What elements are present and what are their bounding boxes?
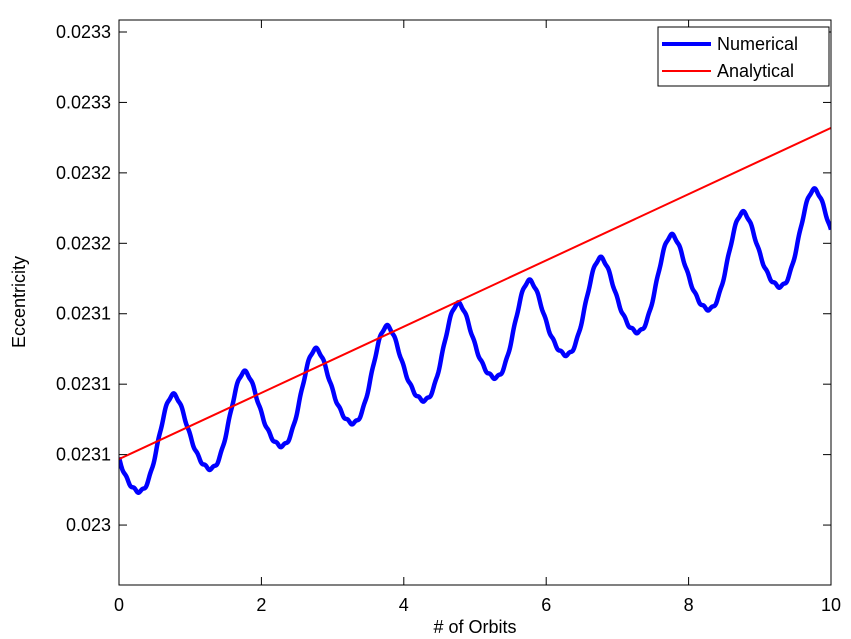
plot-frame [118, 19, 832, 586]
legend-label-numerical: Numerical [717, 34, 798, 54]
y-axis-label: Eccentricity [9, 256, 29, 348]
y-tick-label: 0.023 [66, 515, 111, 535]
x-tick-label: 8 [684, 595, 694, 615]
y-tick-label: 0.0233 [56, 92, 111, 112]
x-tick-label: 4 [399, 595, 409, 615]
series-layer [119, 126, 831, 495]
y-tick-label: 0.0232 [56, 233, 111, 253]
x-tick-label: 2 [256, 595, 266, 615]
plot-background [119, 20, 831, 585]
y-tick-label: 0.0233 [56, 22, 111, 42]
x-tick-label: 0 [114, 595, 124, 615]
series-line-numerical [119, 186, 831, 495]
y-tick-label: 0.0231 [56, 374, 111, 394]
legend: Numerical Analytical [657, 26, 830, 87]
series-line-analytical [119, 126, 831, 461]
ticks-layer: 0 2 4 6 8 10 0.023 0.0231 0.0231 0.0231 0.0232 0.02… [56, 20, 841, 615]
legend-box [657, 26, 830, 87]
x-tick-label: 10 [821, 595, 841, 615]
x-tick-label: 6 [541, 595, 551, 615]
y-tick-label: 0.0231 [56, 445, 111, 465]
y-tick-label: 0.0232 [56, 163, 111, 183]
legend-label-analytical: Analytical [717, 61, 794, 81]
y-tick-label: 0.0231 [56, 304, 111, 324]
x-axis-label: # of Orbits [433, 617, 516, 637]
